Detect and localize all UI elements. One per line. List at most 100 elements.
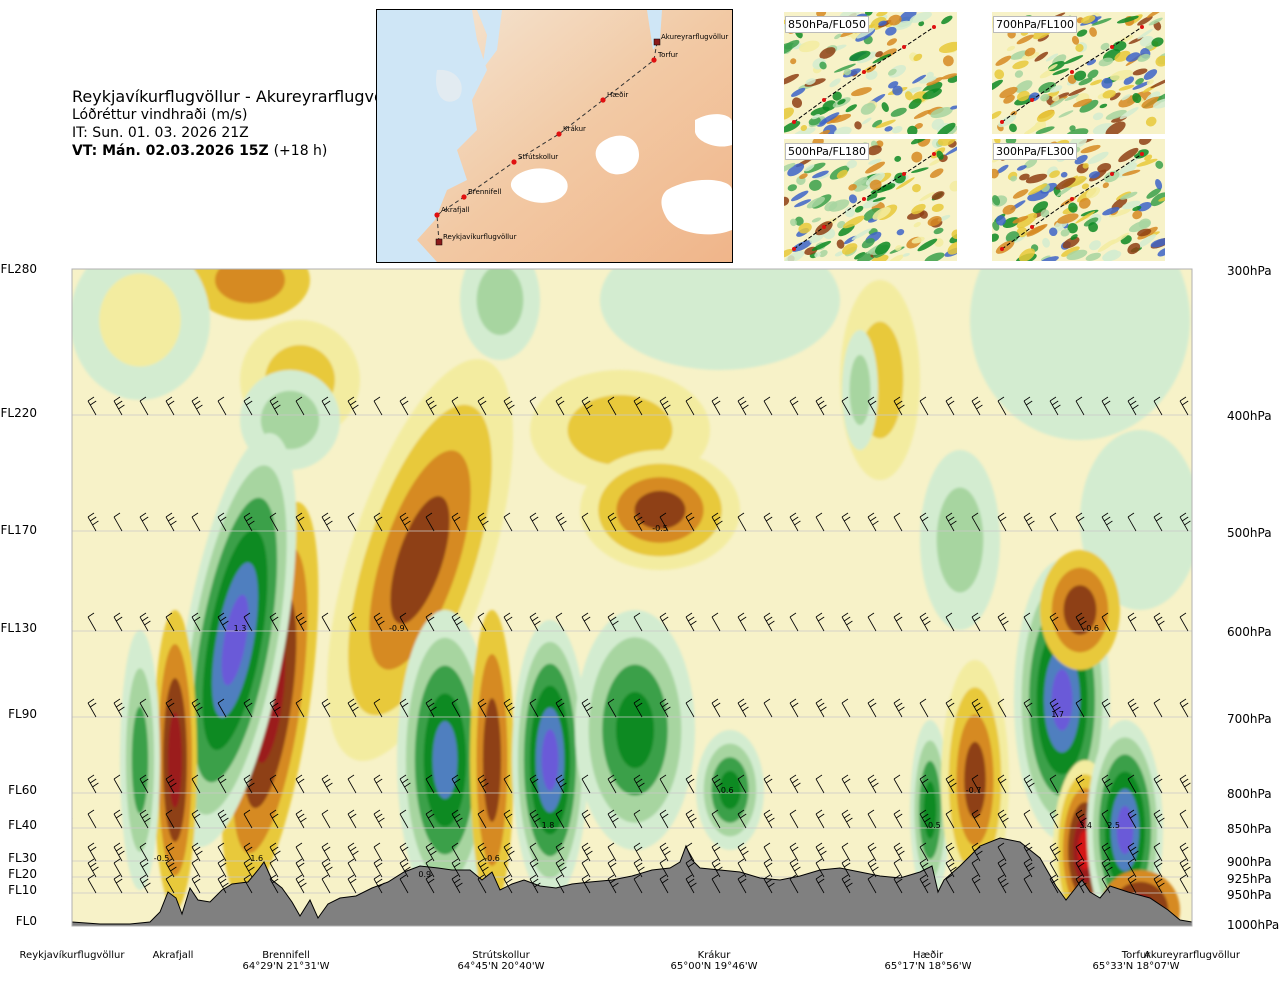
- field-patch: [1045, 53, 1059, 62]
- field-patch: [1070, 234, 1078, 241]
- field-patch: [1012, 215, 1029, 224]
- wind-barb: [1049, 612, 1059, 632]
- field-patch: [1088, 222, 1099, 233]
- field-patch: [1002, 204, 1016, 215]
- wind-barb: [841, 774, 851, 794]
- contour-value-label: 0.6: [721, 786, 734, 795]
- wind-barb: [347, 612, 357, 632]
- wind-barb: [997, 396, 1007, 416]
- wind-barb: [789, 842, 799, 862]
- wind-barb: [1179, 809, 1189, 829]
- contour-area: [1104, 771, 1146, 889]
- field-patch: [1150, 77, 1165, 89]
- wind-barb: [971, 396, 983, 416]
- field-patch: [994, 139, 1001, 144]
- contour-area: [369, 450, 471, 670]
- contour-area: [920, 450, 1000, 630]
- contour-area: [840, 280, 920, 480]
- wind-barb: [243, 874, 253, 894]
- field-patch: [1108, 208, 1131, 218]
- wind-barb: [607, 874, 619, 894]
- field-patch: [819, 112, 840, 125]
- field-patch: [811, 217, 822, 223]
- field-patch: [816, 12, 827, 18]
- wind-barb: [529, 698, 539, 718]
- waypoint-marker: [1000, 247, 1004, 251]
- wind-barb: [503, 774, 513, 794]
- contour-area: [168, 712, 182, 808]
- contour-area: [849, 355, 871, 425]
- field-patch: [907, 210, 925, 220]
- wind-barb: [62, 397, 70, 415]
- contour-area: [1051, 669, 1073, 731]
- field-patch: [1069, 125, 1076, 132]
- wind-barb: [763, 858, 773, 878]
- wind-barb: [1153, 774, 1163, 794]
- wind-barb: [147, 269, 148, 270]
- field-patch: [805, 78, 816, 85]
- contour-area: [470, 610, 514, 910]
- wind-barb: [685, 858, 695, 878]
- field-patch: [1109, 232, 1130, 246]
- wind-barb: [815, 858, 825, 878]
- field-patch: [951, 229, 957, 239]
- field-patch: [1151, 37, 1164, 47]
- wind-barb: [1101, 698, 1111, 718]
- contour-area: [243, 591, 297, 809]
- field-patch: [1081, 15, 1096, 24]
- wind-barb: [1127, 874, 1137, 894]
- field-patch: [860, 102, 876, 115]
- title-block: Reykjavíkurflugvöllur - Akureyrarflugvöl…: [72, 88, 409, 160]
- field-patch: [836, 239, 845, 249]
- wind-barb: [1179, 396, 1189, 416]
- wind-barb: [919, 512, 929, 532]
- wind-barb: [841, 698, 851, 718]
- field-patch: [1125, 52, 1141, 62]
- field-patch: [911, 167, 929, 173]
- contour-value-label: -0.9: [389, 624, 405, 633]
- wind-barb: [763, 396, 773, 416]
- wind-barb: [607, 698, 617, 718]
- contour-area: [1092, 737, 1158, 923]
- wind-barb: [347, 809, 357, 829]
- wind-barb: [1075, 396, 1085, 416]
- wind-barb: [121, 269, 122, 270]
- wind-barb: [581, 842, 593, 862]
- field-patch: [1099, 103, 1108, 109]
- field-patch: [1132, 93, 1142, 104]
- field-patch: [1088, 171, 1100, 179]
- left-axis-label: FL170: [0, 523, 38, 537]
- field-patch: [834, 33, 842, 40]
- wind-barb: [477, 842, 487, 862]
- waypoint-marker: [822, 225, 826, 229]
- field-patch: [911, 236, 925, 244]
- field-patch: [902, 253, 910, 257]
- field-patch: [811, 240, 832, 251]
- field-patch: [918, 76, 937, 84]
- wind-barb: [997, 809, 1009, 829]
- wind-barb: [867, 874, 877, 894]
- field-patch: [888, 68, 897, 76]
- field-patch: [911, 151, 923, 163]
- field-patch: [810, 106, 830, 116]
- wind-barb: [763, 774, 773, 794]
- level-map-label: 500hPa/FL180: [785, 143, 870, 160]
- field-patch: [814, 173, 830, 180]
- wind-barb: [971, 698, 983, 718]
- field-patch: [1042, 237, 1050, 248]
- right-axis-label: 900hPa: [1227, 855, 1272, 869]
- contour-area: [202, 530, 268, 750]
- field-patch: [1146, 12, 1165, 18]
- field-patch: [1012, 189, 1029, 199]
- field-patch: [907, 125, 918, 134]
- field-patch: [1143, 69, 1158, 80]
- wind-barb: [659, 698, 671, 718]
- field-patch: [1016, 226, 1028, 238]
- wind-barb: [841, 612, 853, 632]
- field-patch: [1040, 93, 1050, 102]
- wind-barb: [191, 512, 201, 532]
- field-patch: [1079, 99, 1099, 113]
- wind-barb: [269, 396, 281, 416]
- field-patch: [1105, 109, 1127, 120]
- field-patch: [1137, 53, 1151, 62]
